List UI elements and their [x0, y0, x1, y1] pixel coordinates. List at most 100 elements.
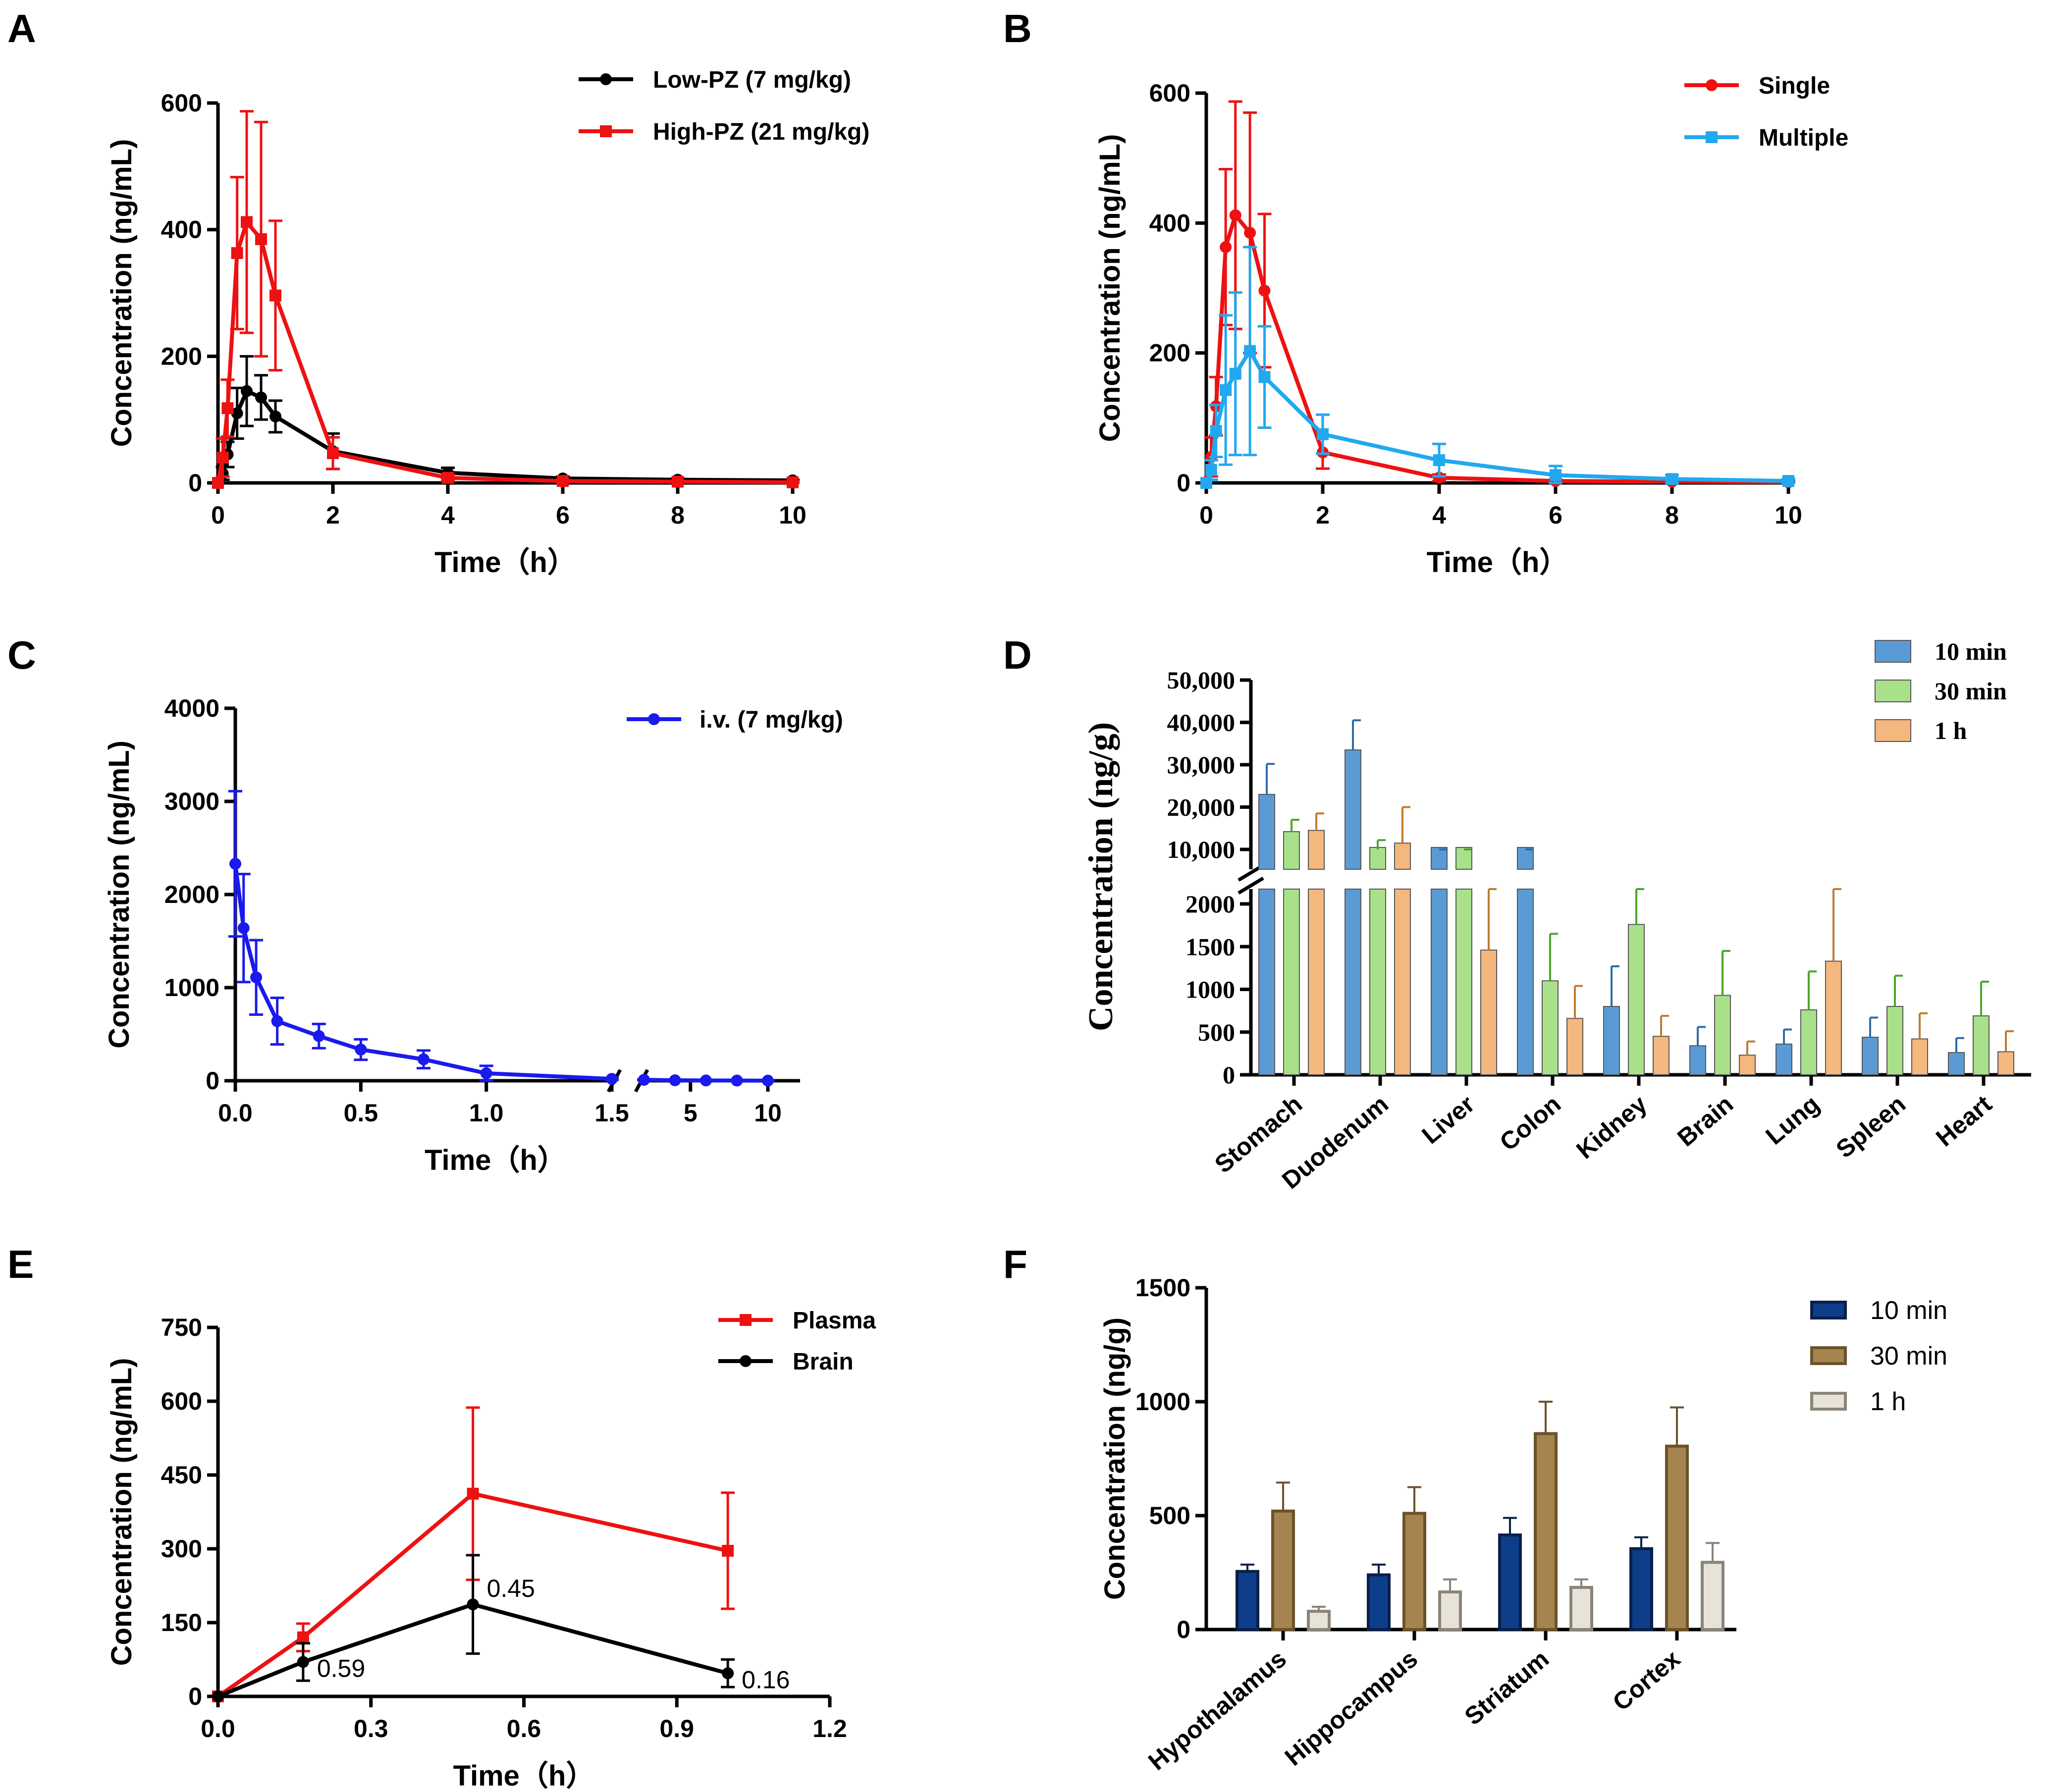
x-axis-title: Time（h）: [425, 1144, 566, 1176]
bar: [1653, 1036, 1669, 1075]
bar: [1886, 1006, 1903, 1075]
x-axis-title: Time（h）: [1427, 546, 1568, 579]
bar-liver-30-min: [1455, 847, 1472, 1075]
bar-hippocampus-10-min: [1367, 1563, 1391, 1632]
bar-lower-part: [1394, 889, 1411, 1075]
bar-stomach-10-min: [1258, 763, 1275, 1075]
y-tick-label: 200: [161, 342, 202, 370]
y-tick-label: 40,000: [1167, 709, 1236, 737]
ratio-annotation: 0.16: [742, 1666, 790, 1693]
x-tick-label: 0.0: [218, 1099, 253, 1127]
legend-item-plasma: Plasma: [718, 1308, 876, 1334]
data-point: [762, 1074, 774, 1087]
bar-stomach-1-h: [1308, 812, 1325, 1075]
data-point: [1205, 464, 1217, 476]
bar: [1569, 1585, 1593, 1631]
data-point: [722, 1544, 734, 1557]
y-tick-label: 200: [1149, 339, 1190, 367]
data-point: [255, 233, 267, 245]
bar-lower-part: [1517, 889, 1534, 1075]
x-tick-label: Hippocampus: [1280, 1645, 1423, 1771]
bar: [1534, 1432, 1558, 1631]
bar: [1438, 1590, 1462, 1632]
x-tick-label: 8: [671, 501, 685, 529]
data-point: [221, 402, 234, 415]
bar-lower-part: [1258, 889, 1275, 1075]
data-point: [212, 1690, 224, 1702]
y-axis-title: Concentration (ng/g): [1082, 722, 1120, 1031]
data-point: [731, 1074, 743, 1087]
panel-label-d: D: [1003, 633, 1032, 677]
legend-item-30-min: 30 min: [1810, 1342, 1947, 1370]
bar-liver-1-h: [1480, 888, 1497, 1076]
x-tick-label: 6: [556, 501, 570, 529]
y-tick-label: 50,000: [1167, 666, 1236, 694]
legend-item-i-v-7-mg-kg: i.v. (7 mg/kg): [627, 707, 843, 733]
x-tick-label: Spleen: [1831, 1090, 1911, 1163]
bar-upper-part: [1258, 793, 1275, 870]
x-tick-label: 1.0: [469, 1099, 504, 1127]
x-tick-label: Liver: [1417, 1090, 1480, 1150]
bar: [1997, 1051, 2014, 1076]
legend-marker: [600, 125, 612, 137]
y-tick-label: 500: [1198, 1018, 1235, 1046]
data-point: [669, 1074, 681, 1087]
y-tick-label: 0: [1177, 469, 1190, 497]
x-tick-label: Kidney: [1571, 1090, 1652, 1164]
legend-swatch: [1810, 1301, 1847, 1319]
bar: [1701, 1561, 1724, 1632]
bar-lower-part: [1308, 889, 1325, 1075]
bar: [1271, 1509, 1295, 1632]
x-tick-label: 0.5: [344, 1099, 378, 1127]
data-point: [1210, 425, 1222, 437]
legend-swatch: [1875, 719, 1911, 742]
data-point: [250, 971, 263, 984]
x-tick-label: 4: [1432, 501, 1446, 529]
x-axis-title: Time（h）: [434, 546, 576, 579]
y-tick-label: 750: [161, 1314, 202, 1341]
bar-lower-part: [1369, 889, 1386, 1075]
series-high-pz-21-mg-kg: [212, 110, 800, 489]
data-point: [672, 475, 684, 488]
data-point: [231, 407, 243, 420]
data-point: [241, 385, 253, 397]
y-axis-title: Concentration (ng/mL): [106, 1358, 138, 1666]
x-tick-label: 10: [1775, 501, 1802, 529]
legend: i.v. (7 mg/kg): [627, 707, 843, 733]
x-tick-label: Colon: [1495, 1090, 1566, 1157]
series-line: [233, 863, 612, 1081]
chart-panel-e: 0 150 300 450 600 750 0.0 0.3 0.6 0.9 1.2 Time（h） Co…: [106, 1308, 876, 1792]
legend-item-high-pz-21-mg-kg: High-PZ (21 mg/kg): [579, 119, 869, 145]
legend-marker: [740, 1314, 752, 1326]
data-point: [1258, 371, 1271, 383]
legend: 10 min 30 min 1 h: [1810, 1296, 1947, 1416]
y-tick-label: 150: [161, 1609, 202, 1636]
bar-spleen-1-h: [1911, 1012, 1928, 1076]
bar-upper-part: [1517, 847, 1534, 870]
series-line: [216, 1491, 729, 1698]
data-point: [1229, 209, 1241, 221]
bar: [1480, 949, 1497, 1076]
data-point: [418, 1053, 430, 1065]
panel-label-e: E: [7, 1242, 34, 1286]
x-tick-label: 0.0: [201, 1715, 235, 1742]
x-tick-label: 0: [1199, 501, 1213, 529]
bar: [1714, 995, 1731, 1075]
legend-swatch: [1875, 640, 1911, 663]
data-point: [1317, 428, 1329, 440]
bar-colon-30-min: [1542, 933, 1559, 1075]
data-point: [557, 475, 569, 487]
bar-heart-30-min: [1973, 980, 1990, 1076]
bar: [1542, 980, 1559, 1075]
legend-label: Single: [1759, 73, 1830, 99]
legend-label: Low-PZ (7 mg/kg): [653, 67, 851, 93]
legend-swatch: [1875, 680, 1911, 702]
chart-panel-a: 0 200 400 600 0 2 4 6 8 10 Time（h） Concentration (n…: [106, 67, 869, 579]
data-point: [1550, 469, 1561, 481]
legend-label: 30 min: [1935, 677, 2007, 705]
data-point: [1229, 368, 1241, 380]
bar: [1911, 1038, 1928, 1076]
data-point: [241, 216, 253, 228]
legend-marker: [648, 713, 660, 725]
